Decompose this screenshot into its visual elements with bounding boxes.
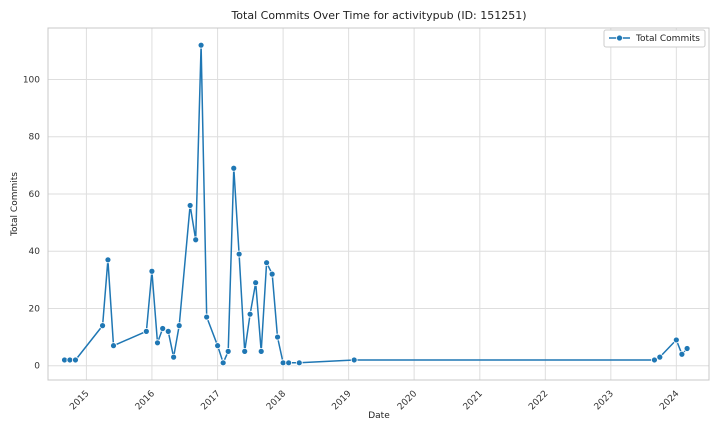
legend-box xyxy=(603,29,706,48)
data-point xyxy=(279,359,287,367)
y-axis-label: Total Commits xyxy=(10,172,20,237)
data-point xyxy=(197,41,205,49)
data-point xyxy=(246,310,254,318)
data-point xyxy=(110,342,117,350)
series-layer xyxy=(61,41,691,367)
y-tick-label: 0 xyxy=(34,362,40,372)
data-point xyxy=(263,259,270,267)
data-point xyxy=(672,336,680,344)
data-point xyxy=(99,322,106,330)
legend: Total Commits xyxy=(603,29,706,48)
data-point xyxy=(66,356,74,364)
y-tick-label: 20 xyxy=(29,304,41,314)
y-tick-label: 100 xyxy=(23,76,40,86)
data-point xyxy=(164,327,172,335)
data-point xyxy=(683,345,691,352)
data-point xyxy=(224,347,232,355)
legend-label: Total Commits xyxy=(635,34,700,44)
data-point xyxy=(268,270,276,278)
data-point xyxy=(175,322,183,330)
data-point xyxy=(257,347,265,355)
data-point xyxy=(285,359,293,367)
data-point xyxy=(72,356,79,364)
y-tick-label: 80 xyxy=(29,133,41,143)
data-point xyxy=(154,339,161,347)
data-point xyxy=(219,359,227,367)
data-point xyxy=(230,164,238,172)
data-point xyxy=(203,313,211,321)
x-axis-label: Date xyxy=(368,411,390,421)
data-point xyxy=(651,356,658,364)
data-point xyxy=(148,267,156,275)
data-point xyxy=(186,202,194,209)
data-point xyxy=(170,353,178,361)
data-point xyxy=(295,359,303,367)
data-point xyxy=(142,327,150,335)
data-point xyxy=(656,353,664,361)
plot-frame xyxy=(47,27,710,381)
data-point xyxy=(235,250,243,258)
data-point xyxy=(350,356,358,364)
data-point xyxy=(214,342,222,350)
data-point xyxy=(274,333,281,341)
grid xyxy=(48,28,709,380)
data-point xyxy=(159,325,167,332)
data-point xyxy=(678,350,686,358)
y-tick-label: 40 xyxy=(29,247,41,257)
legend-marker-swatch xyxy=(616,34,623,42)
data-point xyxy=(104,256,112,264)
y-tick-label: 60 xyxy=(29,190,41,200)
data-point xyxy=(192,236,200,244)
chart-title: Total Commits Over Time for activitypub … xyxy=(230,9,526,22)
data-point xyxy=(252,279,260,287)
data-point xyxy=(241,347,249,355)
